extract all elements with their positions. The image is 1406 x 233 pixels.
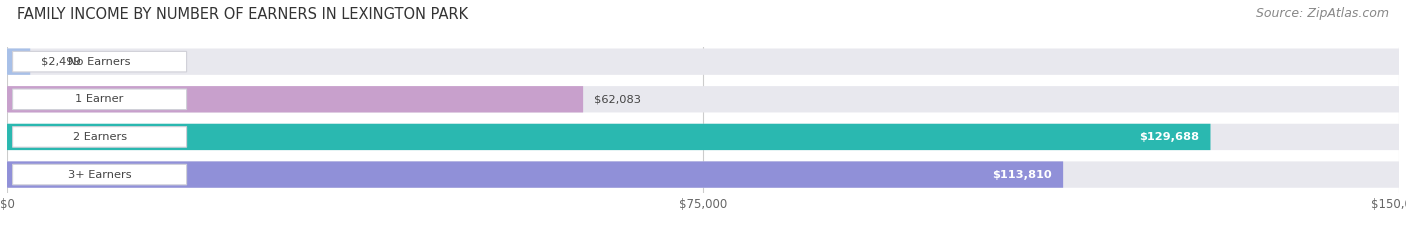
- Text: $2,499: $2,499: [41, 57, 82, 67]
- FancyBboxPatch shape: [13, 89, 187, 110]
- Text: 2 Earners: 2 Earners: [73, 132, 127, 142]
- Text: 3+ Earners: 3+ Earners: [67, 170, 131, 180]
- Text: $113,810: $113,810: [993, 170, 1052, 180]
- Text: 1 Earner: 1 Earner: [76, 94, 124, 104]
- FancyBboxPatch shape: [7, 124, 1399, 150]
- FancyBboxPatch shape: [7, 86, 583, 113]
- FancyBboxPatch shape: [7, 48, 1399, 75]
- Text: $129,688: $129,688: [1139, 132, 1199, 142]
- Text: Source: ZipAtlas.com: Source: ZipAtlas.com: [1256, 7, 1389, 20]
- FancyBboxPatch shape: [7, 48, 30, 75]
- FancyBboxPatch shape: [7, 161, 1399, 188]
- FancyBboxPatch shape: [13, 127, 187, 147]
- FancyBboxPatch shape: [7, 124, 1211, 150]
- FancyBboxPatch shape: [13, 164, 187, 185]
- Text: $62,083: $62,083: [595, 94, 641, 104]
- FancyBboxPatch shape: [13, 51, 187, 72]
- Text: FAMILY INCOME BY NUMBER OF EARNERS IN LEXINGTON PARK: FAMILY INCOME BY NUMBER OF EARNERS IN LE…: [17, 7, 468, 22]
- FancyBboxPatch shape: [7, 86, 1399, 113]
- FancyBboxPatch shape: [7, 161, 1063, 188]
- Text: No Earners: No Earners: [69, 57, 131, 67]
